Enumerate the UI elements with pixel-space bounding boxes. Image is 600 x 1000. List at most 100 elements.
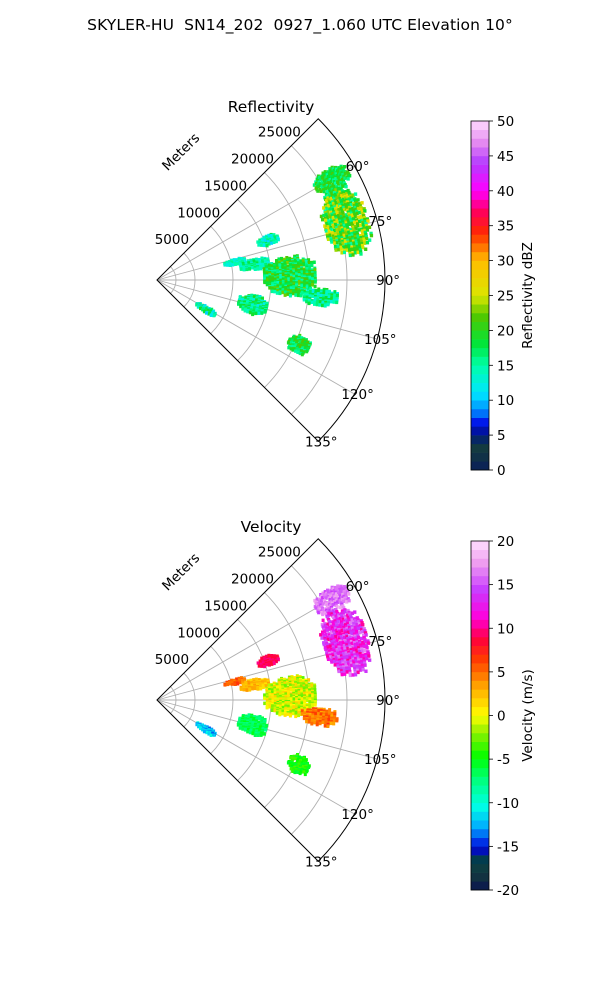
echo-gate (341, 617, 345, 622)
echo-gate (324, 596, 328, 600)
echo-gate (356, 633, 360, 638)
colorbar-swatch (471, 278, 489, 288)
echo-gate (226, 682, 229, 687)
echo-gate (345, 613, 349, 618)
echo-gate (300, 270, 304, 274)
echo-gate (311, 290, 315, 294)
echo-gate (345, 656, 349, 661)
echo-gate (307, 258, 311, 262)
echo-gate (340, 194, 344, 198)
echo-gate (316, 292, 320, 296)
echo-gate (323, 224, 327, 228)
echo-gate (343, 659, 347, 663)
echo-gate (361, 653, 365, 657)
echo-gate (341, 611, 345, 615)
echo-gate (338, 639, 342, 643)
echo-gate (345, 223, 349, 227)
echo-gate (350, 247, 354, 251)
colorbar-swatch (471, 820, 489, 830)
colorbar-swatch (471, 408, 489, 418)
echo-gate (340, 628, 344, 633)
echo-gate (347, 212, 351, 216)
echo-gate (285, 256, 289, 260)
echo-gate (201, 728, 205, 732)
echo-gate (352, 210, 356, 215)
echo-gate (355, 203, 359, 207)
echo-gate (362, 235, 366, 239)
echo-gate (343, 635, 347, 640)
echo-gate (347, 610, 351, 615)
echo-gate (362, 655, 366, 659)
echo-gate (339, 667, 343, 671)
echo-gate (358, 652, 362, 656)
echo-gate (343, 201, 347, 205)
echo-gate (255, 716, 259, 721)
echo-gate (348, 201, 353, 205)
echo-gate (338, 658, 342, 662)
echo-gate (346, 208, 350, 213)
echo-gate (362, 237, 366, 241)
echo-gate (294, 763, 298, 767)
echo-gate (350, 198, 354, 202)
echo-gate (205, 730, 209, 735)
echo-gate (246, 728, 250, 732)
echo-gate (360, 628, 364, 632)
echo-gate (361, 245, 365, 250)
echo-gate (360, 636, 364, 641)
echo-gate (322, 189, 326, 194)
echo-gate (346, 177, 350, 181)
echo-gate (310, 300, 314, 304)
echo-gate (362, 226, 367, 231)
echo-gate (362, 644, 366, 649)
echo-gate (300, 694, 304, 698)
echo-gate (295, 691, 298, 696)
echo-gate (329, 721, 333, 726)
echo-gate (305, 719, 309, 724)
echo-gate (264, 239, 268, 244)
echo-gate (263, 696, 267, 700)
echo-gate (362, 659, 366, 663)
echo-gate (351, 215, 355, 219)
echo-gate (361, 665, 365, 670)
echo-gate (351, 193, 355, 197)
echo-gate (346, 615, 350, 620)
echo-gate (239, 304, 243, 309)
echo-gate (355, 640, 359, 644)
echo-gate (361, 212, 365, 216)
echo-gate (341, 241, 345, 245)
colorbar-swatch (471, 541, 489, 551)
echo-gate (341, 632, 345, 636)
echo-gate (348, 646, 352, 650)
colorbar-swatch (471, 671, 489, 681)
echo-gate (319, 214, 323, 219)
echo-gate (236, 262, 240, 266)
echo-gate (336, 246, 340, 250)
echo-gate (353, 235, 357, 239)
echo-gate (280, 262, 284, 267)
echo-gate (364, 652, 368, 657)
echo-gate (345, 668, 349, 672)
echo-gate (259, 733, 263, 737)
echo-gate (344, 241, 348, 245)
echo-gate (359, 234, 363, 238)
echo-gate (262, 267, 266, 271)
echo-gate (294, 265, 298, 269)
echo-gate (360, 663, 365, 668)
echo-gate (348, 251, 352, 256)
echo-gate (257, 311, 261, 315)
echo-gate (273, 289, 277, 294)
echo-gate (343, 672, 347, 676)
echo-gate (350, 624, 354, 629)
echo-gate (348, 673, 352, 678)
echo-gate (363, 218, 367, 222)
echo-gate (360, 661, 364, 666)
figure-title: SKYLER-HU SN14_202 0927_1.060 UTC Elevat… (87, 16, 513, 34)
echo-gate (324, 647, 328, 652)
echo-gate (347, 246, 351, 250)
echo-gate (340, 208, 344, 213)
echo-gate (345, 191, 349, 196)
echo-gate (292, 754, 296, 758)
echo-gate (348, 634, 352, 638)
echo-gate (261, 307, 265, 311)
echo-gate (331, 621, 335, 626)
